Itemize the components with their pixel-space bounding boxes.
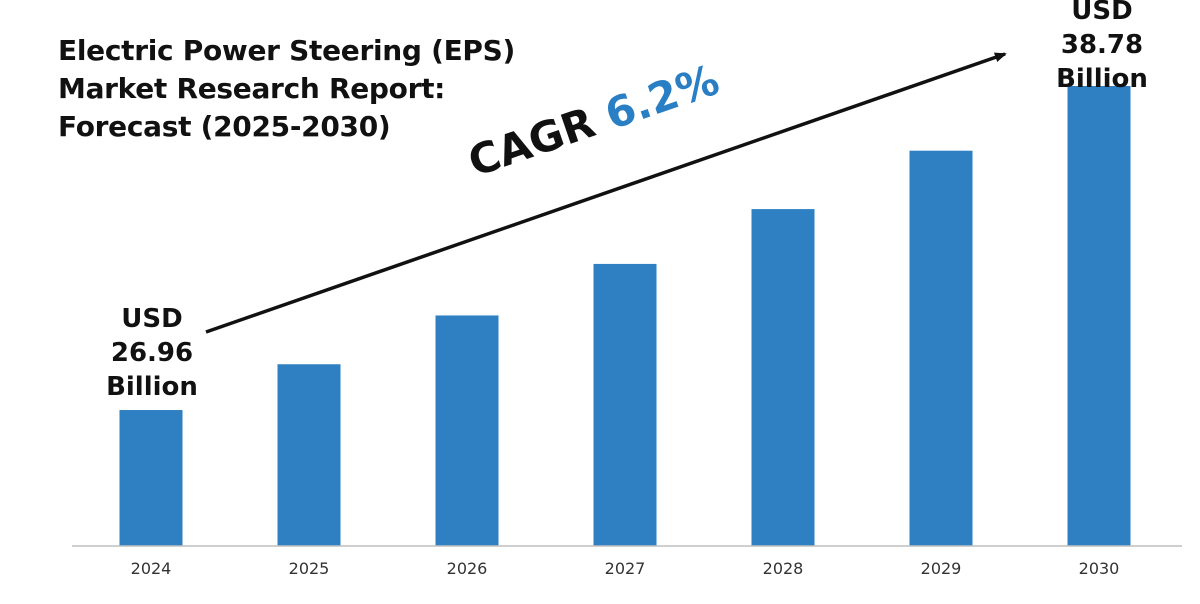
x-tick-labels: 2024 2025 2026 2027 2028 2029 2030 [131,559,1120,578]
end-unit: Billion [1056,64,1148,94]
title-line-1: Electric Power Steering (EPS) [58,34,515,67]
start-value-label: USD 26.96 Billion [90,302,214,404]
bar-2028 [751,209,815,546]
growth-arrow [205,52,1007,334]
x-tick-label: 2024 [131,559,172,578]
bars-group [119,86,1131,547]
start-currency: USD [121,304,183,334]
x-tick-label: 2025 [289,559,330,578]
bar-2027 [593,263,657,546]
bar-2025 [277,364,341,546]
x-tick-label: 2026 [447,559,488,578]
title-line-2: Market Research Report: [58,72,446,105]
bar-2024 [119,410,183,546]
end-currency: USD [1071,0,1133,26]
bar-2026 [435,315,499,546]
x-tick-label: 2028 [763,559,804,578]
x-tick-label: 2030 [1079,559,1120,578]
end-amount: 38.78 [1060,30,1144,60]
title-line-3: Forecast (2025-2030) [58,110,391,143]
x-tick-label: 2029 [921,559,962,578]
end-value-label: USD 38.78 Billion [1040,0,1164,96]
chart-title: Electric Power Steering (EPS) Market Res… [58,32,515,146]
start-amount: 26.96 [110,338,194,368]
start-unit: Billion [106,372,198,402]
bar-2029 [909,150,973,547]
bar-2030 [1067,86,1131,546]
x-tick-label: 2027 [605,559,646,578]
